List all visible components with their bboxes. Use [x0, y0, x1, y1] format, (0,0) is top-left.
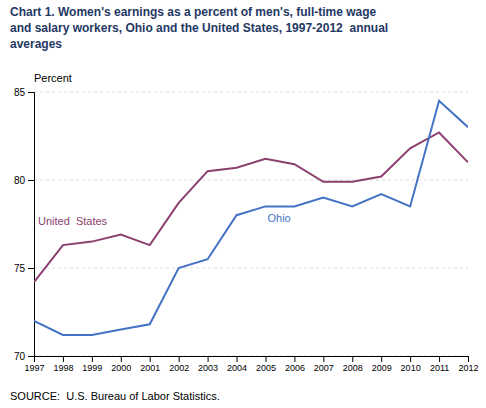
tick: 70 [14, 351, 34, 362]
tick-mark [28, 356, 34, 357]
tick-mark [294, 356, 295, 362]
tick-label: 80 [14, 175, 26, 186]
tick-label: 2001 [140, 363, 160, 373]
title: Chart 1. Women's earnings as a percent o… [10, 5, 388, 51]
tick: 1999 [82, 356, 102, 373]
grid-line [34, 92, 468, 93]
tick-label: 1999 [82, 363, 102, 373]
tick-label: 2012 [458, 363, 478, 373]
tick-label: 2007 [314, 363, 334, 373]
grid-line [34, 180, 468, 181]
tick-label: 1997 [24, 363, 44, 373]
axis-line [35, 357, 469, 363]
tick-label: 2008 [343, 363, 363, 373]
tick: 2007 [314, 356, 334, 373]
tick: 1998 [53, 356, 73, 373]
tick-mark [121, 356, 122, 362]
tick-mark [179, 356, 180, 362]
tick-label: 1998 [53, 363, 73, 373]
tick: 2005 [256, 356, 276, 373]
tick-mark [265, 356, 266, 362]
tick-label: 2005 [256, 363, 276, 373]
line [34, 101, 468, 335]
tick-mark [28, 268, 34, 269]
tick-mark [28, 92, 34, 93]
tick-label: 2003 [198, 363, 218, 373]
plot-area: 1997 1998 1999 2000 2001 2002 2003 2004 2005 2006… [14, 87, 479, 374]
y-axis-label: Percent [34, 72, 72, 84]
tick: 85 [14, 87, 34, 98]
tick: 2011 [430, 356, 449, 373]
line [34, 132, 468, 282]
tick: 80 [14, 175, 34, 186]
grid [34, 92, 468, 356]
tick: 2000 [111, 356, 131, 373]
y-axis: 70 75 80 85 [14, 87, 35, 362]
tick-label: 2004 [227, 363, 247, 373]
grid-line [34, 268, 468, 269]
tick-label: 75 [14, 263, 26, 274]
tick-label: 2011 [430, 363, 449, 373]
tick: 2010 [401, 356, 421, 373]
tick-mark [150, 356, 151, 362]
tick: 1997 [24, 356, 44, 373]
tick-label: 2009 [372, 363, 392, 373]
tick-label: 70 [14, 351, 26, 362]
chart: Chart 1. Women's earnings as a percent o… [0, 0, 486, 408]
tick: 2008 [343, 356, 363, 373]
series-label: Ohio [267, 212, 290, 224]
annotation: SOURCE: U.S. Bureau of Labor Statistics. [10, 390, 220, 402]
tick-mark [352, 356, 353, 362]
axis-line [28, 93, 35, 357]
tick: 75 [14, 263, 34, 274]
tick: 2012 [458, 356, 478, 373]
tick-mark [28, 180, 34, 181]
tick-label: 2006 [285, 363, 305, 373]
tick: 2006 [285, 356, 305, 373]
tick: 2002 [169, 356, 189, 373]
tick-mark [410, 356, 411, 362]
tick-mark [63, 356, 64, 362]
tick-mark [237, 356, 238, 362]
tick-label: 2002 [169, 363, 189, 373]
tick-mark [92, 356, 93, 362]
tick-mark [208, 356, 209, 362]
tick: 2004 [227, 356, 247, 373]
tick-mark [439, 356, 440, 362]
tick-label: 85 [14, 87, 26, 98]
tick-label: 2000 [111, 363, 131, 373]
tick-mark [468, 356, 469, 362]
lines [34, 101, 468, 335]
series-label: United States [38, 215, 108, 227]
tick: 2009 [372, 356, 392, 373]
tick: 2003 [198, 356, 218, 373]
tick: 2001 [140, 356, 160, 373]
line-labels: United States Ohio [38, 212, 291, 226]
tick-mark [323, 356, 324, 362]
x-axis: 1997 1998 1999 2000 2001 2002 2003 2004 2005 2006… [24, 356, 478, 373]
tick-label: 2010 [401, 363, 421, 373]
tick-mark [381, 356, 382, 362]
